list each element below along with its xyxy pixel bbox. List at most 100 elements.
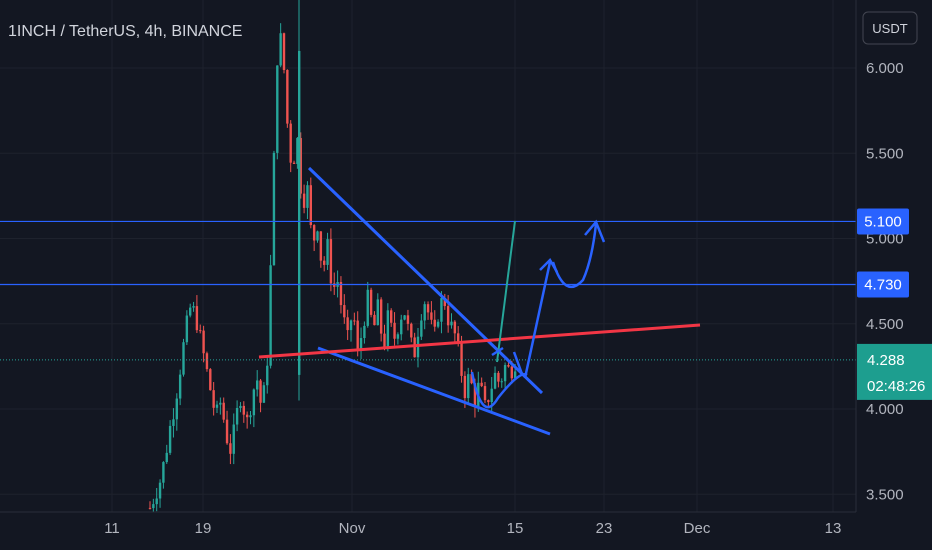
- arrow-up-head-2: [584, 219, 606, 243]
- candle-body: [413, 337, 416, 358]
- candle-body: [319, 231, 323, 261]
- candle-body: [480, 382, 483, 387]
- candle-body: [426, 304, 430, 313]
- last-price-label: 4.288: [867, 352, 905, 369]
- candle-body: [172, 419, 175, 426]
- time-axis[interactable]: [0, 512, 932, 550]
- candle-body: [416, 336, 420, 358]
- candle-body: [390, 310, 393, 323]
- candle-body: [262, 385, 266, 403]
- price-axis-ticks: 6.000 5.500 5.000 4.500 4.000 3.500: [866, 60, 904, 503]
- candle-body: [178, 374, 182, 399]
- currency-button-frame[interactable]: [862, 11, 918, 45]
- candle-body: [252, 389, 256, 416]
- currency-label[interactable]: USDT: [872, 21, 907, 36]
- price-axis[interactable]: [856, 0, 932, 512]
- candle-body: [443, 298, 446, 307]
- candle-body: [507, 365, 510, 367]
- candle-body: [383, 333, 386, 347]
- candle-body: [363, 325, 366, 339]
- candle-body: [339, 282, 343, 306]
- resistance-1-tag: [857, 208, 909, 235]
- candle-body: [232, 424, 235, 454]
- falling-wedge-upper-line: [307, 166, 544, 395]
- projection-line: [496, 220, 516, 363]
- candle-body: [192, 306, 195, 308]
- candle-body: [403, 315, 406, 320]
- candle-body: [306, 185, 309, 208]
- candle-body: [483, 386, 487, 401]
- candle-body: [266, 365, 269, 386]
- candle-body: [282, 33, 286, 70]
- candle-body: [259, 380, 262, 403]
- candle-body: [316, 231, 319, 241]
- candle-body: [155, 498, 158, 505]
- candle-body: [152, 504, 155, 509]
- resistance-1-tag-label: 5.100: [864, 213, 902, 230]
- candle-body: [165, 452, 168, 463]
- candle-body: [376, 299, 379, 326]
- time-axis-ticks: 11 19 Nov 15 23 Dec 13: [104, 520, 841, 537]
- candle-body: [205, 353, 209, 370]
- support-trend-line: [258, 323, 701, 359]
- candle-body: [343, 305, 346, 318]
- candle-body: [503, 365, 507, 382]
- candle-body: [299, 138, 302, 194]
- falling-wedge-lower-line: [317, 346, 551, 436]
- candle-body: [199, 330, 202, 332]
- candle-body: [195, 306, 199, 331]
- candle-body: [202, 330, 205, 354]
- candle-body: [379, 299, 383, 334]
- price-tick-label: 6.000: [866, 60, 904, 77]
- last-price-tag: [857, 343, 932, 400]
- candle-body: [289, 123, 292, 163]
- candle-body: [309, 185, 312, 226]
- time-tick-label: 13: [825, 520, 842, 537]
- candle-body: [430, 312, 433, 320]
- candle-body: [175, 398, 178, 420]
- candle-body: [393, 322, 396, 339]
- candle-body: [433, 319, 436, 327]
- time-tick-label: 23: [596, 520, 613, 537]
- candle-body: [245, 414, 249, 418]
- spike-candle-body: [298, 50, 301, 375]
- time-tick-label: 19: [195, 520, 212, 537]
- candle-body: [346, 317, 349, 331]
- candle-body: [209, 369, 212, 391]
- candle-body: [450, 321, 453, 326]
- candle-body: [182, 342, 185, 375]
- candle-body: [467, 374, 470, 399]
- candle-body: [276, 65, 279, 153]
- candle-body: [356, 320, 359, 351]
- candle-body: [500, 381, 503, 383]
- candle-body: [497, 372, 500, 382]
- candle-body: [420, 320, 423, 337]
- candle-body: [292, 162, 296, 164]
- candle-body: [222, 402, 225, 420]
- candle-body: [326, 239, 329, 265]
- price-tick-label: 5.500: [866, 145, 904, 162]
- currency-button[interactable]: USDT: [862, 11, 918, 45]
- candle-body: [446, 306, 450, 326]
- candle-body: [396, 334, 400, 339]
- resistance-2-tag: [857, 271, 909, 298]
- candles: [148, 0, 517, 515]
- price-tick-label: 4.500: [866, 316, 904, 333]
- candle-body: [225, 419, 229, 444]
- candle-body: [463, 375, 467, 399]
- candle-body: [493, 372, 497, 389]
- arrow-up-line-1: [523, 261, 552, 379]
- candle-body: [235, 408, 239, 425]
- candle-body: [312, 225, 316, 241]
- candle-body: [410, 323, 413, 338]
- candle-body: [487, 400, 490, 403]
- candle-body: [436, 321, 440, 327]
- grid: [0, 0, 856, 512]
- candle-body: [349, 320, 353, 331]
- candle-body: [510, 366, 513, 379]
- candle-body: [359, 338, 363, 351]
- candle-body: [249, 415, 252, 418]
